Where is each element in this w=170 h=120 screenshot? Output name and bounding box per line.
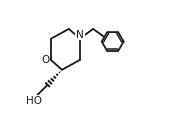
Text: HO: HO: [26, 96, 42, 106]
Text: N: N: [76, 30, 84, 40]
Text: O: O: [41, 55, 49, 65]
